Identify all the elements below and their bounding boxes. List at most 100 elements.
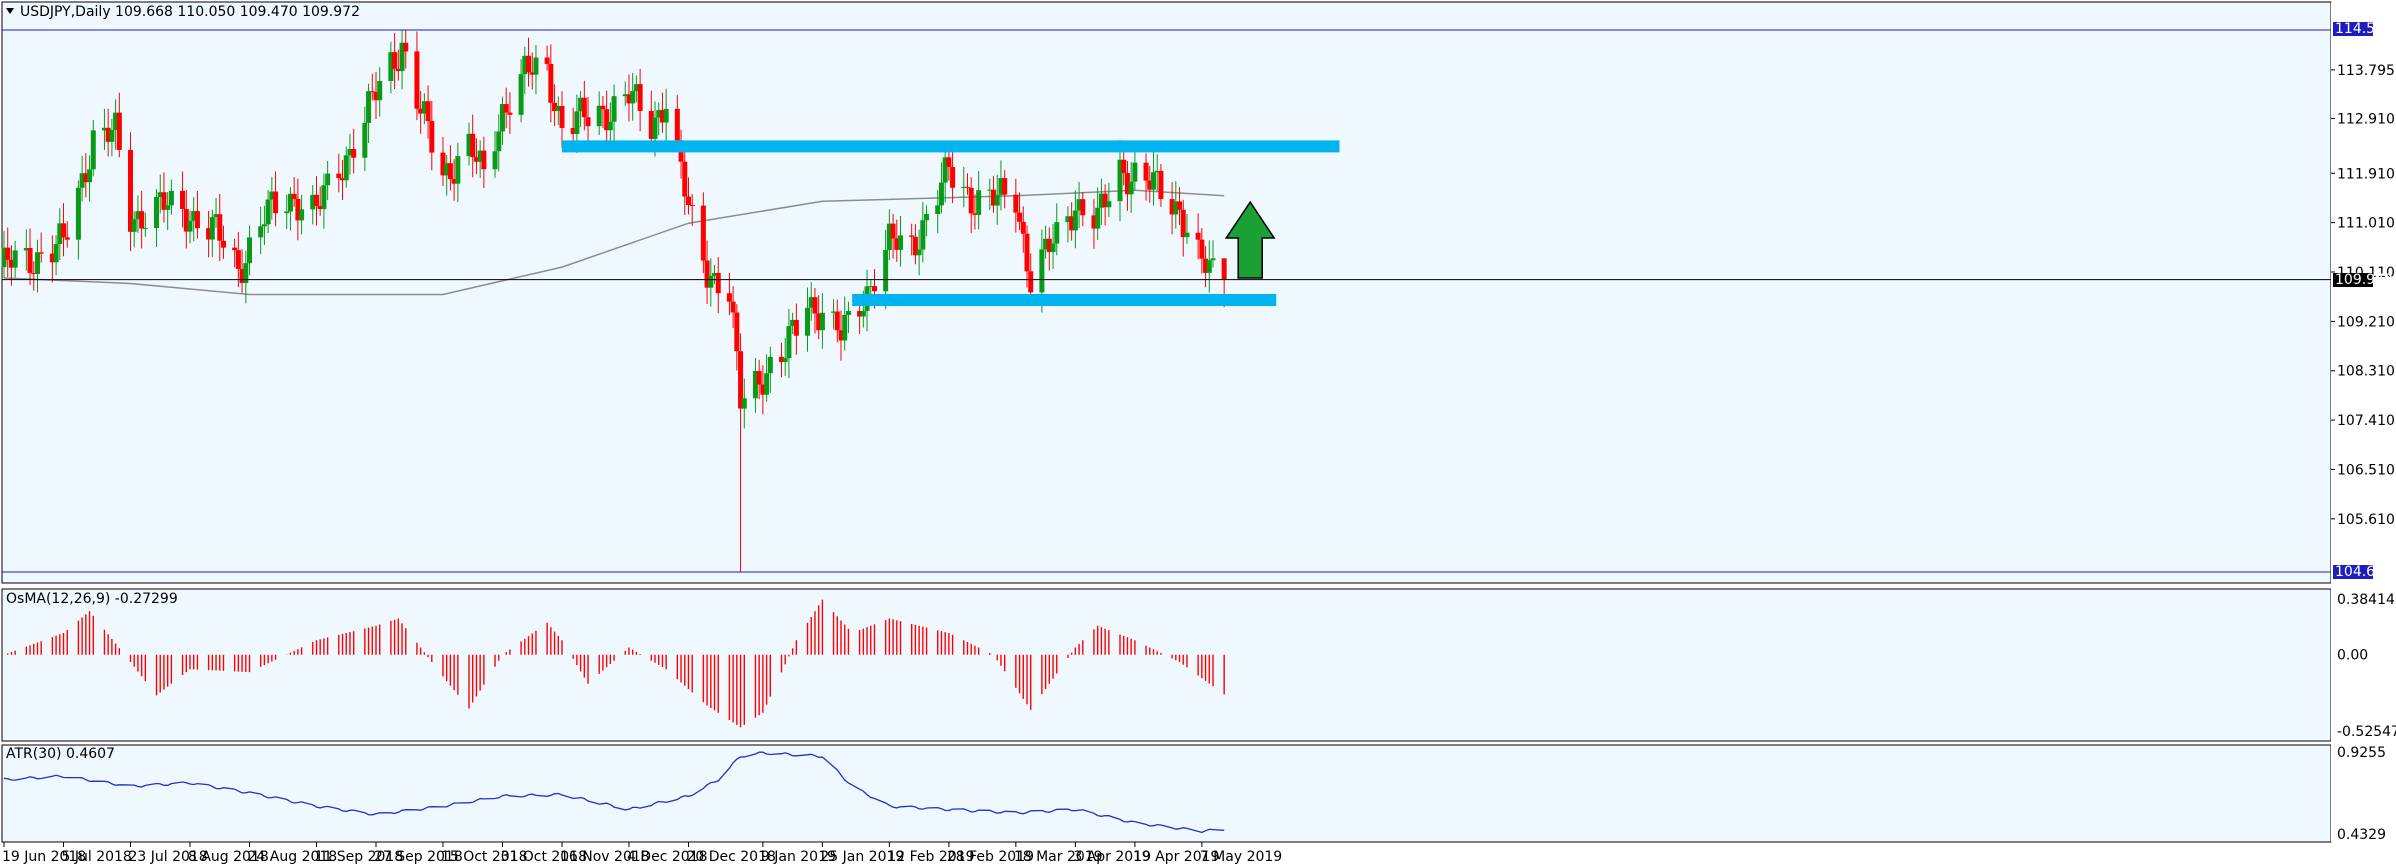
candle-body: [1184, 232, 1190, 238]
candle-body: [421, 101, 427, 114]
candle-body: [1102, 193, 1108, 208]
candle-body: [220, 240, 226, 248]
candle-body: [1091, 215, 1097, 229]
osma-histogram: [7, 599, 1225, 728]
candle-body: [343, 155, 349, 181]
candle-body: [734, 312, 740, 352]
candle-body: [656, 110, 662, 118]
price-tick-label: 109.210: [2337, 314, 2395, 330]
atr-tick-label: 0.9255: [2337, 745, 2386, 761]
price-tick-label: 106.510: [2337, 462, 2395, 478]
date-tick-label: 3 Apr 2019: [1073, 849, 1151, 865]
candle-body: [529, 72, 535, 75]
candle-body: [269, 191, 275, 200]
date-tick-label: 28 Feb 2019: [947, 849, 1034, 865]
candle-body: [994, 194, 1000, 206]
price-tick-label: 111.010: [2337, 216, 2395, 232]
candle-body: [1221, 258, 1227, 280]
candle-body: [473, 157, 479, 162]
candle-body: [1076, 199, 1082, 211]
candle-body: [336, 173, 342, 179]
candle-body: [135, 211, 141, 220]
candle-body: [154, 197, 160, 229]
candle-body: [883, 250, 889, 292]
triangle-down-icon[interactable]: [6, 8, 14, 14]
date-tick-label: 20 Dec 2018: [686, 849, 775, 865]
candle-body: [247, 237, 253, 264]
candle-body: [109, 129, 115, 142]
candle-body: [1143, 162, 1149, 181]
candle-body: [1121, 159, 1127, 174]
candle-body: [1072, 210, 1078, 231]
candle-body: [935, 205, 941, 215]
candle-body: [325, 173, 331, 186]
candle-body: [347, 149, 353, 156]
candle-body: [49, 253, 55, 263]
candle-body: [585, 117, 591, 127]
candle-body: [142, 228, 148, 230]
candle-body: [946, 157, 952, 167]
current-price-box: [2333, 273, 2373, 287]
candle-body: [232, 247, 238, 251]
candle-body: [392, 52, 398, 69]
candle-body: [1080, 199, 1086, 216]
candle-body: [756, 371, 762, 385]
candle-body: [444, 163, 450, 176]
price-tick-label: 108.310: [2337, 364, 2395, 380]
candle-body: [79, 173, 85, 188]
candle-body: [857, 311, 863, 317]
price-header: USDJPY,Daily 109.668 110.050 109.470 109…: [20, 4, 360, 20]
candle-body: [596, 105, 602, 127]
candle-body: [258, 226, 264, 238]
osma-panel[interactable]: [1, 588, 2332, 742]
atr-layer: [3, 751, 1225, 834]
candle-body: [790, 319, 796, 327]
candle-body: [507, 112, 513, 115]
candle-body: [362, 122, 368, 158]
candle-body: [53, 243, 59, 263]
candle-body: [321, 185, 327, 210]
candle-body: [206, 228, 212, 240]
date-tick-label: 31 Oct 2018: [500, 849, 587, 865]
candle-body: [213, 214, 219, 218]
candle-body: [652, 117, 658, 139]
candle-body: [868, 286, 874, 288]
candle-body: [738, 351, 744, 409]
candle-body: [1158, 170, 1164, 200]
candle-body: [559, 105, 565, 128]
price-panel[interactable]: [1, 1, 2332, 584]
candle-body: [764, 373, 770, 395]
candle-body: [890, 223, 896, 239]
candle-body: [191, 211, 197, 221]
candle-body: [526, 55, 532, 73]
atr-panel[interactable]: [1, 744, 2332, 843]
candle-body: [187, 220, 193, 232]
candle-body: [786, 326, 792, 359]
candle-body: [842, 314, 848, 341]
candle-body: [622, 94, 628, 97]
candle-body: [481, 150, 487, 170]
candle-body: [998, 178, 1004, 195]
candle-body: [611, 96, 617, 122]
candle-body: [455, 156, 461, 184]
candle-body: [968, 187, 974, 214]
candle-body: [38, 252, 44, 254]
candle-body: [239, 268, 245, 284]
candle-body: [1177, 201, 1183, 210]
candle-body: [235, 250, 241, 269]
candle-body: [105, 127, 111, 142]
candle-body: [838, 330, 844, 341]
candle-body: [209, 217, 215, 240]
candle-body: [470, 133, 476, 158]
candle-body: [1210, 258, 1216, 261]
candle-body: [1024, 233, 1030, 272]
candle-body: [243, 263, 249, 284]
candle-body: [414, 51, 420, 109]
candle-body: [1050, 243, 1056, 253]
date-tick-label: 8 Aug 2018: [188, 849, 269, 865]
price-tick-label: 113.795: [2337, 63, 2395, 79]
candle-body: [34, 252, 40, 275]
current-price-label: 109.972: [2335, 272, 2393, 288]
